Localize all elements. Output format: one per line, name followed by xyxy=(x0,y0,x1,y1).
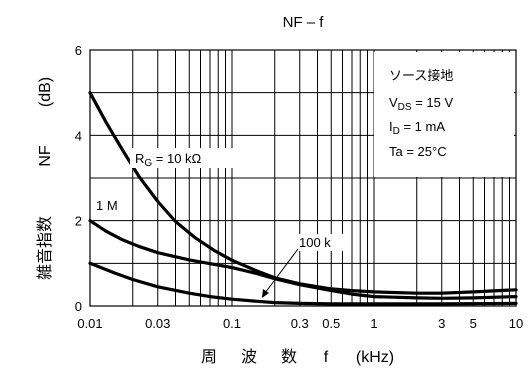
x-tick-label: 0.1 xyxy=(223,316,241,331)
x-tick-label: 0.5 xyxy=(322,316,340,331)
y-axis-label-part: (dB) xyxy=(37,77,54,107)
y-axis-label: 雑音指数 NF (dB) xyxy=(35,77,54,280)
label-100k-pointer xyxy=(261,248,299,298)
curve-labels: RG = 10 kΩ 1 M 100 k xyxy=(94,148,346,298)
tick-labels: 0.01 0.03 0.1 0.3 0.5 1 3 5 10 0 2 4 6 xyxy=(75,43,523,331)
x-tick-label: 0.01 xyxy=(77,316,102,331)
label-1m: 1 M xyxy=(96,198,118,213)
series-line-1 xyxy=(88,91,518,295)
x-tick-label: 0.03 xyxy=(145,316,170,331)
x-tick-label: 0.3 xyxy=(291,316,309,331)
condition-vds: VDS = 15 V xyxy=(389,95,453,113)
y-tick-label: 2 xyxy=(75,214,82,229)
x-axis-label-part: 周 xyxy=(201,347,217,366)
chart-title: NF – f xyxy=(283,14,325,31)
x-axis-label: 周 波 数 f (kHz) xyxy=(201,347,394,366)
grid xyxy=(90,50,516,306)
x-axis-label-part: (kHz) xyxy=(356,349,394,366)
x-tick-label: 1 xyxy=(370,316,377,331)
series-line-3 xyxy=(88,261,518,306)
label-100k: 100 k xyxy=(299,235,331,250)
x-tick-label: 10 xyxy=(509,316,523,331)
x-axis-label-part: f xyxy=(324,349,329,366)
condition-ta: Ta = 25°C xyxy=(389,144,447,159)
x-tick-label: 3 xyxy=(438,316,445,331)
series-line-2 xyxy=(88,219,518,300)
label-rg-10k: RG = 10 kΩ xyxy=(135,151,202,169)
y-tick-label: 4 xyxy=(75,128,82,143)
y-axis-label-part: 雑音指数 xyxy=(35,216,54,280)
curves xyxy=(88,91,518,306)
x-axis-label-part: 波 xyxy=(241,347,257,366)
x-tick-label: 5 xyxy=(470,316,477,331)
label-100k-arrowhead xyxy=(262,289,269,298)
y-tick-label: 0 xyxy=(75,299,82,314)
condition-source-grounded: ソース接地 xyxy=(389,68,453,84)
y-axis-label-part: NF xyxy=(37,145,54,167)
plot-frame xyxy=(89,49,517,307)
y-tick-label: 6 xyxy=(75,43,82,58)
condition-id: ID = 1 mA xyxy=(389,119,445,137)
conditions-box: ソース接地 VDS = 15 V ID = 1 mA Ta = 25°C xyxy=(374,52,514,177)
x-axis-label-part: 数 xyxy=(281,347,297,366)
